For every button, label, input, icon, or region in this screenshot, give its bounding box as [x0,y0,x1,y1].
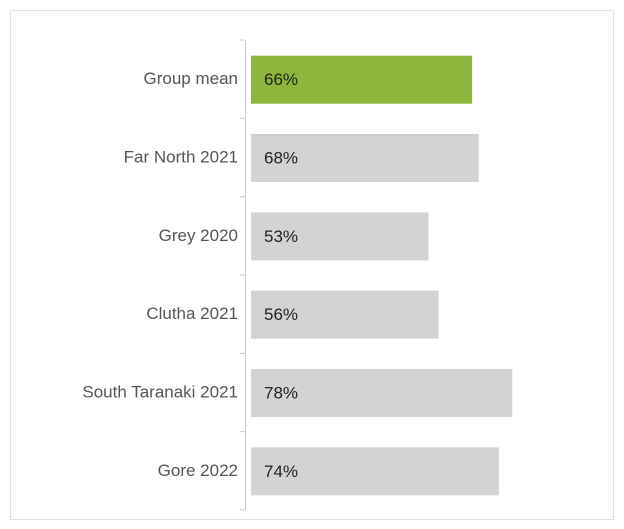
bar [251,290,439,339]
category-label: Group mean [144,69,239,88]
category-label: Far North 2021 [124,147,238,166]
bar [251,55,473,104]
category-label: Clutha 2021 [146,304,238,323]
value-label: 66% [264,70,298,89]
frame [10,10,614,520]
value-label: 74% [264,462,298,481]
category-label: Grey 2020 [159,226,238,245]
value-label: 68% [264,148,298,167]
category-label: Gore 2022 [158,461,238,480]
category-label: South Taranaki 2021 [82,382,238,401]
value-label: 56% [264,305,298,324]
bar [251,212,429,261]
bar [251,369,513,417]
value-label: 53% [264,227,298,246]
bar [251,134,479,182]
value-label: 78% [264,383,298,402]
bar [251,447,499,496]
